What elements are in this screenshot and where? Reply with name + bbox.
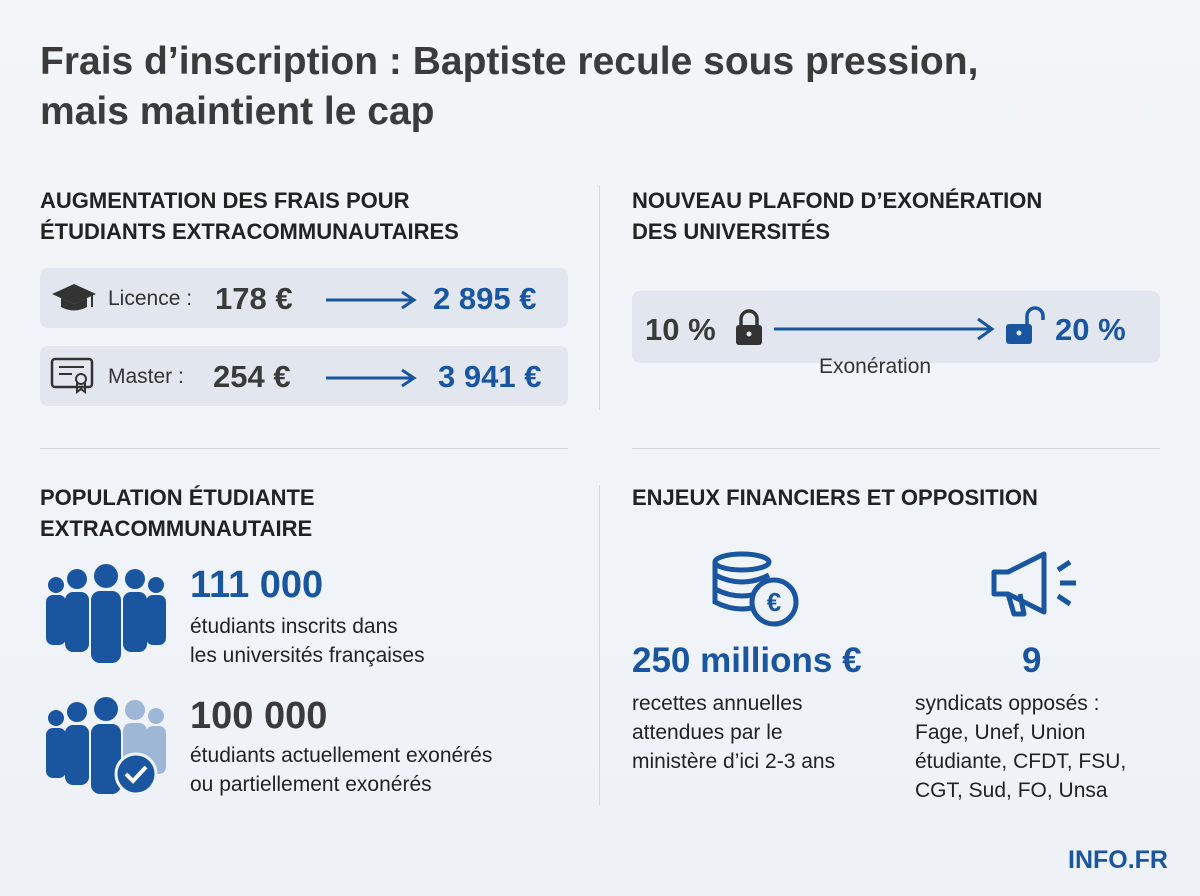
fee-label: Licence : [108, 287, 193, 310]
stat-text: recettes annuelles [632, 692, 803, 715]
title-line: mais maintient le cap [40, 90, 435, 133]
unlock-icon [1006, 306, 1045, 344]
fee-from: 178 € [215, 281, 293, 316]
ceiling-box [632, 291, 1160, 363]
stat-text: Fage, Unef, Union [915, 721, 1086, 744]
stat-text: ministère d’ici 2-3 ans [632, 750, 836, 773]
ceiling-caption: Exonération [819, 355, 932, 378]
stat-text: les universités françaises [190, 644, 425, 667]
stat-text: ou partiellement exonérés [190, 773, 432, 796]
divider [632, 448, 1160, 449]
stat-text: étudiante, CFDT, FSU, [915, 750, 1127, 773]
title-line: Frais d’inscription : Baptiste recule so… [40, 40, 979, 83]
brand: INFO.FR [1068, 846, 1168, 874]
section-title: ÉTUDIANTS EXTRACOMMUNAUTAIRES [40, 219, 459, 244]
arrow [774, 317, 995, 341]
section-title: ENJEUX FINANCIERS ET OPPOSITION [632, 485, 1038, 510]
ceiling-from: 10 % [645, 312, 716, 347]
fee-row [40, 346, 568, 406]
stat-value: 111 000 [190, 564, 324, 606]
stat-text: attendues par le [632, 721, 783, 744]
section-title: EXTRACOMMUNAUTAIRE [40, 516, 313, 541]
megaphone-icon [991, 551, 1076, 617]
fee-row [40, 268, 568, 328]
stat-value: 250 millions € [632, 641, 862, 680]
divider [40, 448, 568, 449]
stat-text: syndicats opposés : [915, 692, 1100, 715]
lock-icon [736, 309, 762, 345]
section-title: AUGMENTATION DES FRAIS POUR [40, 188, 410, 213]
diploma-icon [50, 357, 94, 394]
stat-value: 9 [1022, 641, 1042, 680]
graduation-icon [52, 284, 96, 311]
svg-text:€: € [767, 587, 781, 617]
arrow [326, 290, 417, 310]
divider [599, 485, 600, 805]
people-icon [46, 564, 166, 663]
fee-to: 3 941 € [438, 359, 542, 394]
section-title: NOUVEAU PLAFOND D’EXONÉRATION [632, 188, 1043, 213]
ceiling-to: 20 % [1055, 312, 1126, 347]
stat-value: 100 000 [190, 695, 328, 737]
fee-label: Master : [108, 365, 184, 388]
section-title: DES UNIVERSITÉS [632, 219, 831, 244]
arrow [326, 368, 417, 388]
section-title: POPULATION ÉTUDIANTE [40, 485, 315, 510]
fee-from: 254 € [213, 359, 291, 394]
fee-to: 2 895 € [433, 281, 537, 316]
stat-text: étudiants actuellement exonérés [190, 744, 493, 767]
divider [599, 185, 600, 410]
people-check-icon [46, 697, 166, 796]
stat-text: étudiants inscrits dans [190, 615, 398, 638]
stat-text: CGT, Sud, FO, Unsa [915, 779, 1108, 802]
coins-icon: € [712, 551, 799, 627]
